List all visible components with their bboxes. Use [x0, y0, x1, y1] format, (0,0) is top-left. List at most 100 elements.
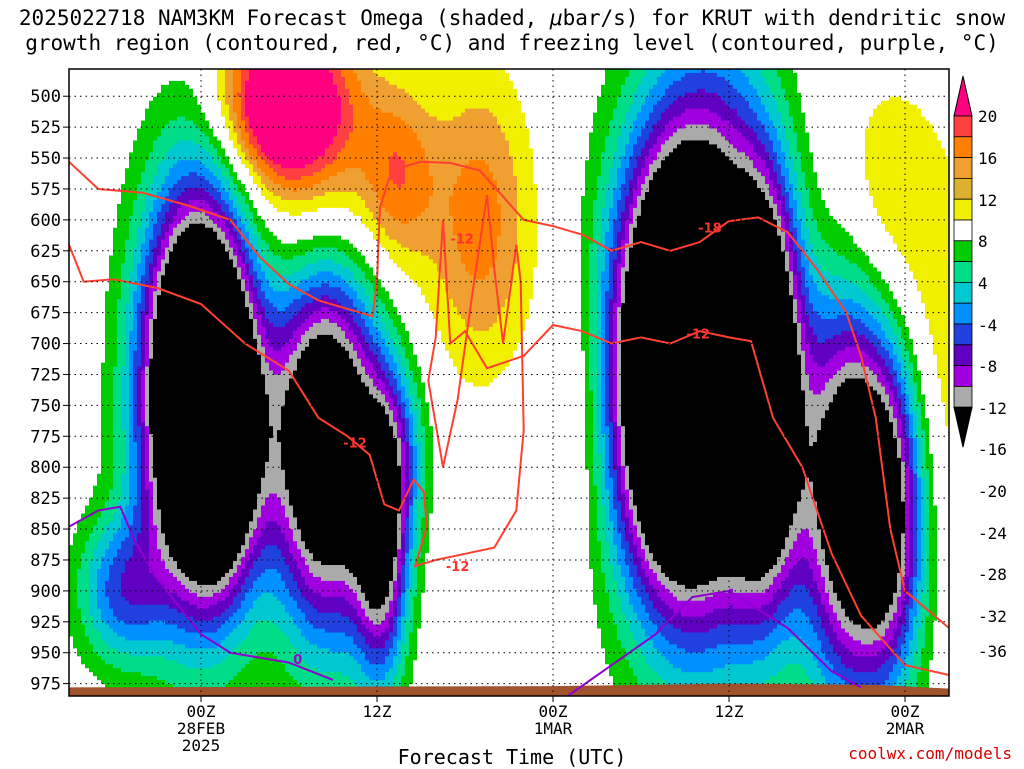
omega-cell — [73, 160, 78, 165]
omega-cell — [73, 132, 78, 137]
omega-cell — [77, 291, 82, 296]
omega-cell — [81, 470, 86, 475]
omega-cell — [89, 502, 94, 507]
omega-cell — [77, 561, 82, 566]
omega-cell — [85, 204, 90, 209]
omega-cell — [77, 609, 82, 614]
omega-cell — [85, 438, 90, 443]
omega-cell — [81, 509, 86, 514]
omega-cell — [89, 307, 94, 312]
omega-cell — [73, 117, 78, 122]
omega-cell — [77, 668, 82, 673]
omega-cell — [81, 569, 86, 574]
omega-cell — [89, 406, 94, 411]
omega-cell — [77, 307, 82, 312]
omega-cell — [81, 152, 86, 157]
omega-cell — [85, 668, 90, 673]
omega-cell — [81, 486, 86, 491]
omega-cell — [73, 402, 78, 407]
omega-cell — [77, 379, 82, 384]
omega-cell — [89, 394, 94, 399]
omega-cell — [85, 232, 90, 237]
omega-cell — [85, 383, 90, 388]
omega-cell — [85, 152, 90, 157]
omega-cell — [77, 248, 82, 253]
omega-cell — [73, 513, 78, 518]
omega-cell — [81, 323, 86, 328]
omega-cell — [77, 228, 82, 233]
omega-cell — [77, 466, 82, 471]
omega-cell — [77, 113, 82, 118]
omega-cell — [93, 144, 98, 149]
omega-cell — [81, 371, 86, 376]
omega-cell — [85, 561, 90, 566]
omega-cell — [77, 585, 82, 590]
omega-cell — [81, 339, 86, 344]
omega-cell — [89, 240, 94, 245]
omega-cell — [85, 228, 90, 233]
omega-cell — [85, 442, 90, 447]
omega-cell — [81, 363, 86, 368]
omega-cell — [73, 275, 78, 280]
omega-cell — [77, 252, 82, 257]
omega-cell — [81, 446, 86, 451]
omega-cell — [73, 176, 78, 181]
omega-cell — [89, 414, 94, 419]
omega-cell — [81, 252, 86, 257]
omega-cell — [81, 367, 86, 372]
omega-cell — [85, 307, 90, 312]
omega-cell — [81, 196, 86, 201]
omega-cell — [77, 144, 82, 149]
omega-cell — [81, 129, 86, 134]
omega-cell — [89, 299, 94, 304]
omega-cell — [81, 462, 86, 467]
omega-cell — [73, 196, 78, 201]
omega-cell — [73, 410, 78, 415]
omega-cell — [81, 640, 86, 645]
omega-cell — [77, 164, 82, 169]
omega-cell — [73, 565, 78, 570]
omega-cell — [77, 105, 82, 110]
omega-cell — [81, 287, 86, 292]
omega-cell — [81, 331, 86, 336]
omega-cell — [89, 569, 94, 574]
omega-cell — [73, 569, 78, 574]
omega-cell — [73, 617, 78, 622]
omega-cell — [89, 172, 94, 177]
omega-cell — [89, 633, 94, 638]
omega-cell — [89, 521, 94, 526]
omega-cell — [85, 315, 90, 320]
omega-cell — [89, 335, 94, 340]
omega-cell — [81, 136, 86, 141]
omega-cell — [73, 319, 78, 324]
omega-cell — [89, 164, 94, 169]
omega-cell — [81, 652, 86, 657]
omega-cell — [93, 113, 98, 118]
omega-cell — [93, 156, 98, 161]
omega-cell — [77, 303, 82, 308]
omega-cell — [89, 636, 94, 641]
omega-cell — [73, 414, 78, 419]
omega-cell — [77, 383, 82, 388]
omega-cell — [81, 267, 86, 272]
omega-cell — [81, 430, 86, 435]
omega-cell — [85, 132, 90, 137]
omega-cell — [89, 303, 94, 308]
omega-cell — [81, 676, 86, 681]
omega-cell — [77, 676, 82, 681]
omega-cell — [85, 422, 90, 427]
omega-cell — [85, 248, 90, 253]
omega-cell — [77, 204, 82, 209]
omega-cell — [85, 295, 90, 300]
omega-cell — [81, 394, 86, 399]
omega-cell — [85, 379, 90, 384]
omega-cell — [73, 105, 78, 110]
omega-cell — [73, 267, 78, 272]
omega-cell — [73, 430, 78, 435]
omega-cell — [89, 565, 94, 570]
omega-cell — [77, 299, 82, 304]
omega-cell — [73, 240, 78, 245]
omega-cell — [77, 240, 82, 245]
omega-cell — [85, 398, 90, 403]
omega-cell — [77, 140, 82, 145]
